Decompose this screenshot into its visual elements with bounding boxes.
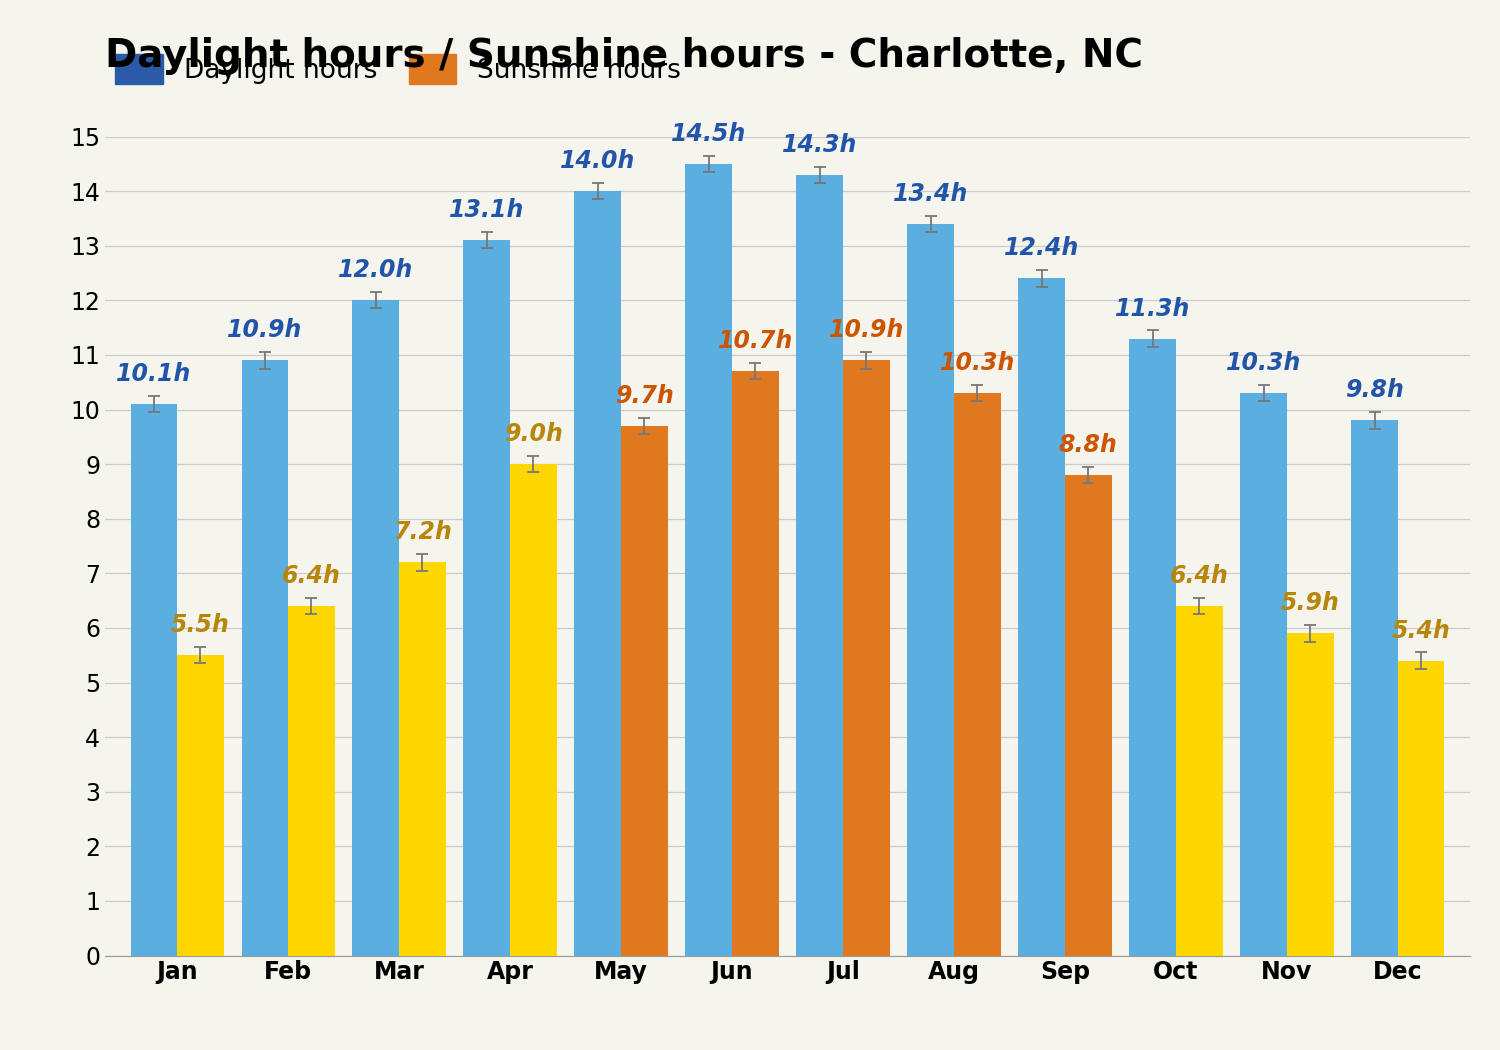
Text: 6.4h: 6.4h xyxy=(1170,564,1228,588)
Bar xyxy=(1352,420,1398,956)
Text: 14.3h: 14.3h xyxy=(782,132,858,156)
Text: 10.9h: 10.9h xyxy=(226,318,303,342)
Text: 10.7h: 10.7h xyxy=(717,330,794,353)
Bar xyxy=(621,426,668,956)
Bar xyxy=(908,224,954,956)
Text: 12.4h: 12.4h xyxy=(1004,236,1080,260)
Bar xyxy=(1130,338,1176,956)
Text: 5.4h: 5.4h xyxy=(1392,618,1450,643)
Bar xyxy=(177,655,224,956)
Text: 10.3h: 10.3h xyxy=(1226,351,1302,375)
Text: 11.3h: 11.3h xyxy=(1114,296,1191,320)
Text: 13.1h: 13.1h xyxy=(448,198,525,223)
Bar xyxy=(1019,278,1065,956)
Bar xyxy=(1176,606,1222,956)
Bar xyxy=(242,360,288,956)
Text: 10.9h: 10.9h xyxy=(828,318,904,342)
Text: 9.8h: 9.8h xyxy=(1346,378,1404,402)
Text: Daylight hours / Sunshine hours - Charlotte, NC: Daylight hours / Sunshine hours - Charlo… xyxy=(105,37,1143,75)
Bar xyxy=(732,372,778,956)
Bar xyxy=(464,240,510,956)
Text: 8.8h: 8.8h xyxy=(1059,433,1118,457)
Bar xyxy=(686,164,732,956)
Legend: Daylight hours, Sunshine hours: Daylight hours, Sunshine hours xyxy=(105,43,692,94)
Text: 10.1h: 10.1h xyxy=(116,362,192,386)
Bar xyxy=(130,404,177,956)
Text: 5.5h: 5.5h xyxy=(171,613,230,637)
Text: 14.0h: 14.0h xyxy=(560,149,636,173)
Text: 6.4h: 6.4h xyxy=(282,564,340,588)
Bar xyxy=(1398,660,1444,956)
Bar xyxy=(843,360,890,956)
Bar xyxy=(1240,393,1287,956)
Text: 14.5h: 14.5h xyxy=(670,122,747,146)
Bar xyxy=(352,300,399,956)
Bar xyxy=(399,563,445,956)
Text: 9.0h: 9.0h xyxy=(504,422,562,446)
Text: 9.7h: 9.7h xyxy=(615,384,674,407)
Bar xyxy=(1065,475,1112,956)
Bar xyxy=(574,191,621,956)
Text: 5.9h: 5.9h xyxy=(1281,591,1340,615)
Bar xyxy=(954,393,1000,956)
Bar xyxy=(288,606,334,956)
Text: 12.0h: 12.0h xyxy=(338,258,414,282)
Text: 13.4h: 13.4h xyxy=(892,182,969,206)
Text: 7.2h: 7.2h xyxy=(393,521,452,544)
Bar xyxy=(796,174,843,956)
Bar xyxy=(1287,633,1334,956)
Text: 10.3h: 10.3h xyxy=(939,351,1016,375)
Bar xyxy=(510,464,556,956)
